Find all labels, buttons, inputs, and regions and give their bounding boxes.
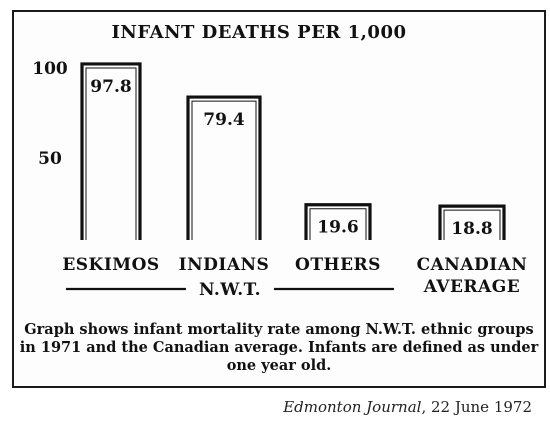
bar-value-label: 79.4 [203, 110, 245, 130]
category-label: OTHERS [295, 255, 381, 275]
bar [438, 204, 506, 240]
source-date: , 22 June 1972 [421, 398, 532, 416]
category-label: ESKIMOS [62, 255, 159, 275]
bar-value-label: 97.8 [90, 77, 131, 97]
caption-line: in 1971 and the Canadian average. Infant… [20, 339, 539, 356]
bar-value-label: 18.8 [451, 219, 492, 239]
chart-title: INFANT DEATHS PER 1,000 [112, 22, 407, 43]
source-publication: Edmonton Journal [283, 398, 422, 416]
source-credit: Edmonton Journal, 22 June 1972 [283, 398, 532, 416]
chart-figure: INFANT DEATHS PER 1,000 100 50 97.8 79.4 19… [12, 10, 546, 388]
bar [304, 203, 372, 240]
bar-inner-outline [85, 67, 137, 240]
bar-inner-outline [191, 100, 257, 240]
caption-line: one year old. [227, 357, 332, 374]
group-label: N.W.T. [199, 280, 261, 300]
category-label: AVERAGE [423, 277, 520, 297]
y-tick-label: 50 [38, 149, 62, 169]
bar-inner-outline [309, 208, 367, 240]
y-tick-label: 100 [32, 59, 68, 79]
bar [186, 95, 262, 240]
category-label: INDIANS [179, 255, 270, 275]
caption-line: Graph shows infant mortality rate among … [24, 321, 533, 338]
bar [80, 62, 142, 240]
bar-chart: INFANT DEATHS PER 1,000 100 50 97.8 79.4 19… [20, 22, 539, 374]
category-label: CANADIAN [417, 255, 528, 275]
bar-value-label: 19.6 [317, 218, 358, 238]
bar-inner-outline [443, 209, 501, 240]
